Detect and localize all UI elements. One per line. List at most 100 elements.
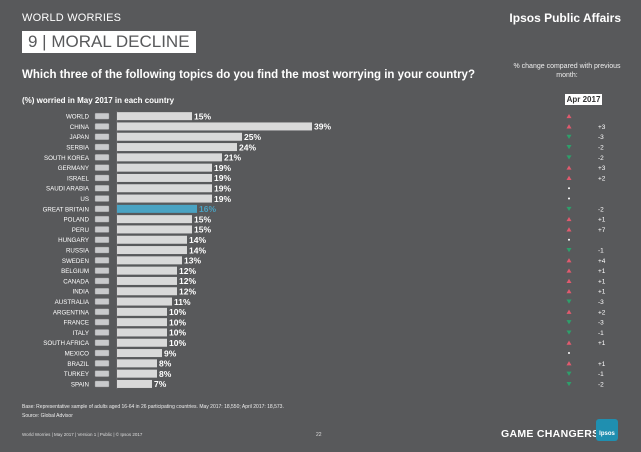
value-label: 8% [159,369,172,379]
country-flag-icon [94,246,110,254]
value-label: 15% [194,214,211,224]
category-label: MEXICO [65,350,90,357]
bar [117,163,212,172]
bar [117,246,187,255]
category-label: ISRAEL [67,175,90,182]
change-label: -2 [598,381,604,388]
value-label: 12% [179,286,196,296]
up-arrow-icon [566,175,572,180]
value-label: 39% [314,122,331,132]
value-label: 7% [154,379,167,389]
down-arrow-icon [566,134,572,139]
value-label: 14% [189,235,206,245]
down-arrow-icon [566,299,572,304]
value-label: 19% [214,183,231,193]
value-label: 10% [169,338,186,348]
category-label: SERBIA [66,144,90,151]
up-arrow-icon [566,268,572,273]
change-label: +2 [598,309,606,316]
category-label: TURKEY [64,371,89,378]
category-label: ITALY [73,330,89,337]
country-flag-icon [94,370,110,377]
category-label: BRAZIL [67,361,89,368]
bar [117,359,157,368]
country-flag-icon [94,298,110,305]
country-flag-icon [94,174,110,182]
value-label: 21% [224,153,241,163]
country-flag-icon [94,205,110,213]
country-flag-icon [94,308,110,316]
category-label: GREAT BRITAIN [43,206,89,213]
value-label: 8% [159,359,172,369]
page-title: 9 | MORAL DECLINE [22,31,196,53]
category-label: SAUDI ARABIA [46,186,90,193]
down-arrow-icon [566,320,572,325]
country-flag-icon [94,267,110,274]
country-flag-icon [94,195,110,202]
down-arrow-icon [566,381,572,387]
category-label: INDIA [72,289,89,296]
category-label: RUSSIA [66,247,90,254]
change-label: -3 [598,134,604,141]
bar [117,328,167,337]
footer-text: World Worries | May 2017 | Version 1 | P… [22,432,143,437]
value-label: 10% [169,317,186,327]
down-arrow-icon [566,371,572,376]
value-label: 9% [164,348,177,358]
value-label: 16% [199,204,216,214]
down-arrow-icon [566,145,572,150]
change-label: -1 [598,371,604,378]
value-label: 24% [239,142,256,152]
bar [117,297,172,306]
bar [117,349,162,358]
value-label: 19% [214,173,231,183]
change-label: +3 [598,165,606,172]
change-label: -2 [598,155,604,162]
country-flag-icon [94,226,110,233]
base-note: Base: Representative sample of adults ag… [22,404,284,410]
bar [117,225,192,234]
chart-subtitle: (%) worried in May 2017 in each country [22,96,175,105]
change-label: +2 [598,175,606,182]
country-flag-icon [94,133,110,140]
category-label: CANADA [63,278,90,285]
category-label: AUSTRALIA [55,299,90,306]
value-label: 12% [179,276,196,286]
change-label: +1 [598,289,606,296]
country-flag-icon [94,257,110,264]
change-label: -1 [598,330,604,337]
change-label: +7 [598,227,606,234]
down-arrow-icon [566,330,572,335]
bar [117,276,177,285]
bar [117,369,157,378]
survey-question: Which three of the following topics do y… [22,69,475,81]
up-arrow-icon [566,113,572,119]
change-label: -2 [598,206,604,213]
country-flag-icon [94,380,110,388]
change-label: -1 [598,247,604,254]
country-flag-icon [94,154,110,161]
bar [117,235,187,244]
up-arrow-icon [566,227,572,232]
country-flag-icon [94,215,110,223]
change-label: -3 [598,320,604,327]
bar [117,379,152,388]
change-label: +1 [598,278,606,285]
change-label: -2 [598,144,604,151]
no-change-icon [568,187,570,190]
down-arrow-icon [566,206,572,212]
bar [117,256,182,265]
page-number: 22 [316,432,322,438]
change-note: % change compared with previous month: [513,63,621,79]
bar [117,184,212,193]
down-arrow-icon [566,248,572,253]
bar [117,153,222,162]
no-change-icon [568,238,570,241]
country-flag-icon [94,329,110,336]
bar [117,112,192,121]
section-label: WORLD WORRIES [22,12,122,24]
country-flag-icon [94,143,110,151]
up-arrow-icon [566,258,572,263]
value-label: 11% [174,297,191,307]
bar [117,338,167,347]
